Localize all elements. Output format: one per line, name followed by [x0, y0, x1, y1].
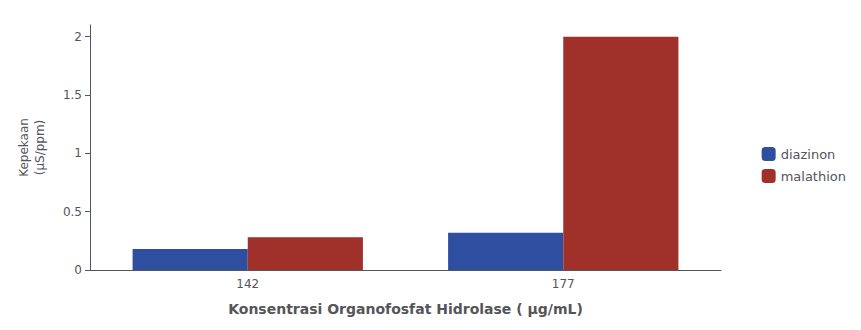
- svg-text:1: 1: [74, 146, 82, 160]
- svg-text:177: 177: [552, 277, 575, 291]
- svg-text:2: 2: [74, 30, 82, 44]
- svg-text:1.5: 1.5: [63, 88, 82, 102]
- svg-text:diazinon: diazinon: [781, 147, 836, 162]
- svg-text:Kepekaan: Kepekaan: [17, 118, 31, 177]
- svg-text:(μS/ppm): (μS/ppm): [33, 120, 47, 176]
- svg-text:Konsentrasi Organofosfat Hidro: Konsentrasi Organofosfat Hidrolase ( μg/…: [228, 301, 583, 317]
- svg-text:142: 142: [236, 277, 259, 291]
- svg-text:0.5: 0.5: [63, 205, 82, 219]
- svg-text:malathion: malathion: [781, 169, 846, 184]
- svg-text:0: 0: [74, 263, 82, 277]
